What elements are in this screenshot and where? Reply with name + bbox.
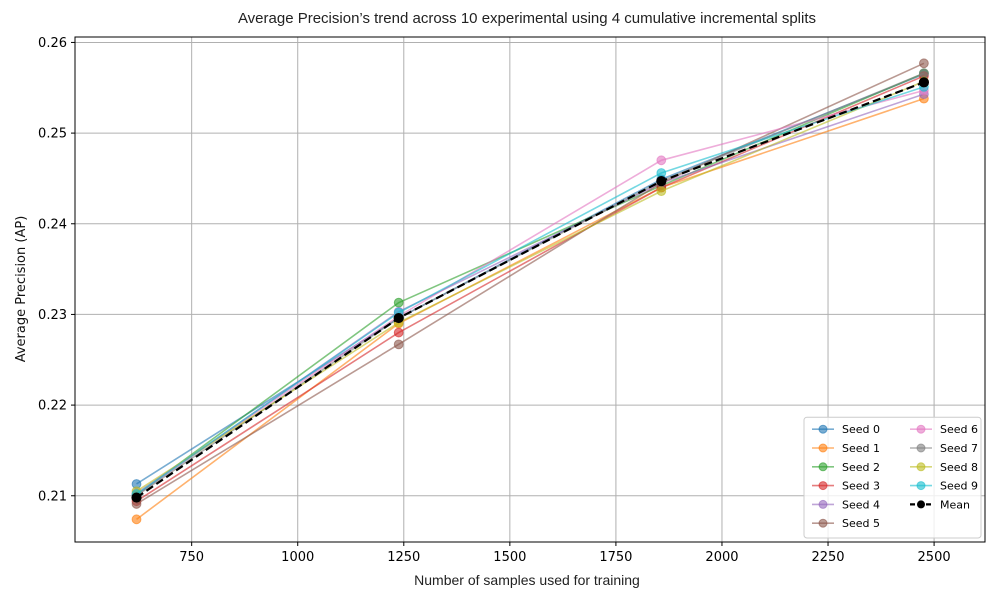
data-point xyxy=(393,339,404,350)
x-tick-label: 1250 xyxy=(387,550,420,565)
plot-frame xyxy=(74,36,986,543)
legend-item: Seed 7 xyxy=(910,442,978,455)
data-point xyxy=(656,186,667,197)
data-point xyxy=(918,77,930,88)
legend-label: Seed 2 xyxy=(842,461,880,474)
y-tick-label: 0.23 xyxy=(38,308,67,323)
data-point xyxy=(393,297,404,308)
legend-label: Seed 4 xyxy=(842,498,880,511)
legend-swatch-marker xyxy=(916,443,926,453)
y-axis-ticks: 0.21 0.22 0.23 0.24 0.25 0.26 xyxy=(38,36,75,504)
data-point xyxy=(919,58,929,69)
legend-swatch-marker xyxy=(917,500,925,509)
legend-item: Seed 9 xyxy=(910,480,978,493)
x-tick-label: 1000 xyxy=(281,550,314,565)
data-point xyxy=(393,312,404,324)
legend-swatch-marker xyxy=(818,424,828,434)
legend-label: Seed 1 xyxy=(842,442,880,455)
x-tick-label: 1750 xyxy=(599,550,632,565)
legend: Seed 0 Seed 1 Seed 2 Seed 3 Seed 4 Seed 5 Seed… xyxy=(803,416,982,539)
data-point xyxy=(656,155,667,166)
x-tick-label: 750 xyxy=(179,550,204,565)
legend-swatch-marker xyxy=(818,443,828,453)
data-point xyxy=(656,176,667,187)
legend-swatch-marker xyxy=(916,481,926,491)
legend-item: Mean xyxy=(910,498,970,511)
x-tick-label: 2500 xyxy=(918,550,951,565)
data-point xyxy=(131,492,142,503)
y-tick-label: 0.26 xyxy=(38,36,67,51)
legend-item: Seed 5 xyxy=(812,517,880,530)
series-line xyxy=(136,97,925,520)
y-tick-label: 0.25 xyxy=(38,127,67,142)
x-axis-ticks: 750 1000 1250 1500 1750 2000 2250 2500 xyxy=(179,542,951,565)
legend-item: Seed 3 xyxy=(812,480,880,493)
legend-item: Seed 0 xyxy=(812,423,880,436)
y-tick-label: 0.22 xyxy=(38,399,67,414)
series-mean xyxy=(131,77,930,503)
legend-label: Seed 3 xyxy=(842,480,880,493)
series-layer xyxy=(131,58,930,525)
legend-label: Mean xyxy=(940,498,970,511)
legend-label: Seed 5 xyxy=(842,517,880,530)
legend-label: Seed 6 xyxy=(940,423,978,436)
data-point xyxy=(131,514,142,525)
data-point xyxy=(393,327,404,338)
legend-item: Seed 6 xyxy=(910,423,978,436)
data-point xyxy=(919,68,929,79)
legend-swatch-marker xyxy=(818,462,828,472)
legend-swatch-marker xyxy=(818,518,828,528)
legend-swatch-marker xyxy=(916,462,926,472)
y-axis-label: Average Precision (AP) xyxy=(14,216,29,363)
series-line xyxy=(136,89,925,494)
legend-label: Seed 9 xyxy=(940,480,978,493)
legend-label: Seed 0 xyxy=(842,423,880,436)
grid-lines xyxy=(75,37,985,542)
chart-title: Average Precision’s trend across 10 expe… xyxy=(238,10,816,27)
legend-box xyxy=(803,416,982,539)
legend-item: Seed 4 xyxy=(812,498,880,511)
x-tick-label: 2250 xyxy=(811,550,844,565)
legend-swatch-marker xyxy=(818,481,828,491)
legend-item: Seed 1 xyxy=(812,442,880,455)
series-line xyxy=(136,86,925,495)
x-tick-label: 1500 xyxy=(493,550,526,565)
legend-item: Seed 8 xyxy=(910,461,978,474)
y-tick-label: 0.21 xyxy=(38,489,67,504)
y-tick-label: 0.24 xyxy=(38,217,67,232)
legend-swatch-marker xyxy=(818,499,828,509)
legend-label: Seed 8 xyxy=(940,461,978,474)
series-line xyxy=(136,62,925,505)
legend-swatch-marker xyxy=(916,424,926,434)
series-line xyxy=(136,75,925,502)
series-line xyxy=(135,81,925,499)
x-axis-label: Number of samples used for training xyxy=(414,572,640,588)
x-tick-label: 2000 xyxy=(705,550,738,565)
legend-label: Seed 7 xyxy=(940,442,978,455)
legend-item: Seed 2 xyxy=(812,461,880,474)
